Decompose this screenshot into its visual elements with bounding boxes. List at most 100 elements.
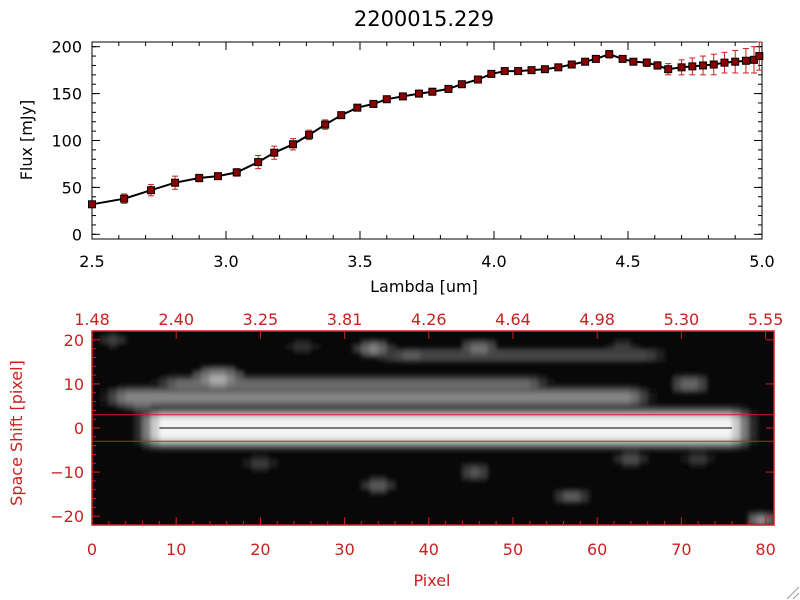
spectral-image-cell bbox=[596, 405, 606, 411]
spectral-image-cell bbox=[411, 352, 421, 358]
spectral-image-cell bbox=[647, 357, 657, 363]
spectral-image-cell bbox=[588, 410, 598, 416]
spectral-image-cell bbox=[386, 414, 396, 420]
spectral-image-cell bbox=[411, 405, 421, 411]
spectral-image-cell bbox=[563, 410, 573, 416]
spectral-image-cell bbox=[647, 445, 657, 451]
spectral-image-cell bbox=[571, 388, 581, 394]
spectral-image-cell bbox=[167, 414, 177, 420]
spectrum-data-point bbox=[618, 54, 627, 63]
spectral-image-cell bbox=[243, 418, 253, 424]
spectral-image-cell bbox=[319, 383, 329, 389]
spectral-image-cell bbox=[529, 348, 539, 354]
spectral-image-cell bbox=[116, 335, 126, 341]
spectral-image-cell bbox=[605, 392, 615, 398]
spectral-image-cell bbox=[706, 454, 716, 460]
spectral-image-cell bbox=[243, 396, 253, 402]
spectral-image-cell bbox=[201, 410, 211, 416]
spectral-image-cell bbox=[453, 348, 463, 354]
spectral-image-cell bbox=[537, 379, 547, 385]
spectral-image-cell bbox=[681, 454, 691, 460]
spectrum-series bbox=[88, 41, 764, 209]
spectral-image-cell bbox=[344, 440, 354, 446]
spectrum-data-point bbox=[487, 69, 496, 78]
spectral-image-cell bbox=[630, 445, 640, 451]
spectral-image-cell bbox=[638, 348, 648, 354]
spectral-image-x-tick-label: 80 bbox=[755, 540, 775, 559]
spectral-image-cell bbox=[647, 410, 657, 416]
spectral-image-cell bbox=[596, 401, 606, 407]
spectral-image-cell bbox=[377, 476, 387, 482]
spectral-image-cell bbox=[327, 379, 337, 385]
spectral-image-cell bbox=[344, 423, 354, 429]
spectral-image-cell bbox=[588, 405, 598, 411]
spectral-image-cell bbox=[462, 379, 472, 385]
spectral-image-cell bbox=[268, 405, 278, 411]
spectral-image-cell bbox=[192, 432, 202, 438]
spectral-image-cell bbox=[285, 440, 295, 446]
spectral-image-cell bbox=[201, 401, 211, 407]
spectral-image-cell bbox=[310, 418, 320, 424]
spectral-image-cell bbox=[361, 374, 371, 380]
spectral-image-cell bbox=[184, 383, 194, 389]
spectral-image-cell bbox=[580, 352, 590, 358]
spectral-image-cell bbox=[192, 383, 202, 389]
spectral-image-cell bbox=[361, 388, 371, 394]
spectral-image-cell bbox=[377, 379, 387, 385]
spectral-image-cell bbox=[243, 401, 253, 407]
spectral-image-cell bbox=[622, 405, 632, 411]
spectral-image-cell bbox=[479, 405, 489, 411]
spectral-image-cell bbox=[192, 423, 202, 429]
spectral-image-cell bbox=[394, 436, 404, 442]
spectral-image-cell bbox=[470, 339, 480, 345]
spectral-image-cell bbox=[260, 432, 270, 438]
spectral-image-cell bbox=[386, 418, 396, 424]
spectral-image-cell bbox=[571, 383, 581, 389]
spectral-image-cell bbox=[748, 414, 758, 420]
spectral-image-y-axis-label: Space Shift [pixel] bbox=[7, 360, 26, 506]
spectral-image-cell bbox=[352, 432, 362, 438]
spectral-image-cell bbox=[647, 401, 657, 407]
spectral-image-cell bbox=[260, 454, 270, 460]
spectral-image-cell bbox=[487, 343, 497, 349]
spectral-image-cell bbox=[638, 418, 648, 424]
spectral-image-cell bbox=[243, 388, 253, 394]
spectral-image-cell bbox=[100, 392, 110, 398]
spectrum-x-tick-label: 3.0 bbox=[213, 252, 238, 271]
resize-grip-icon[interactable] bbox=[786, 586, 800, 600]
spectral-image-cell bbox=[748, 520, 758, 525]
spectral-image-cell bbox=[260, 388, 270, 394]
spectral-image-cell bbox=[605, 410, 615, 416]
spectral-image-cell bbox=[697, 405, 707, 411]
spectral-image-cell bbox=[243, 436, 253, 442]
spectral-image-cell bbox=[495, 440, 505, 446]
spectral-image-cell bbox=[159, 405, 169, 411]
spectral-image-cell bbox=[622, 423, 632, 429]
spectral-image-cell bbox=[529, 383, 539, 389]
spectral-image-cell bbox=[344, 432, 354, 438]
spectral-image-cell bbox=[638, 423, 648, 429]
spectral-image-cell bbox=[521, 348, 531, 354]
spectral-image-cell bbox=[319, 401, 329, 407]
spectral-image-cell bbox=[479, 379, 489, 385]
spectral-image-cell bbox=[150, 423, 160, 429]
spectral-image-cell bbox=[175, 388, 185, 394]
spectral-image-cell bbox=[672, 383, 682, 389]
spectral-image-cell bbox=[293, 388, 303, 394]
spectral-image-cell bbox=[159, 436, 169, 442]
spectral-image-cell bbox=[377, 414, 387, 420]
spectral-image-cell bbox=[234, 423, 244, 429]
spectral-image-cell bbox=[512, 379, 522, 385]
spectral-image-cell bbox=[386, 401, 396, 407]
spectral-image-cell bbox=[681, 414, 691, 420]
spectral-image-cell bbox=[554, 423, 564, 429]
spectral-image-cell bbox=[192, 405, 202, 411]
spectral-image-cell bbox=[504, 357, 514, 363]
spectral-image-cell bbox=[453, 436, 463, 442]
spectral-image-cell bbox=[159, 383, 169, 389]
spectral-image-cell bbox=[445, 357, 455, 363]
spectral-image-cell bbox=[167, 440, 177, 446]
spectral-image-cell bbox=[394, 427, 404, 433]
spectral-image-cell bbox=[369, 418, 379, 424]
spectral-image-cell bbox=[512, 383, 522, 389]
